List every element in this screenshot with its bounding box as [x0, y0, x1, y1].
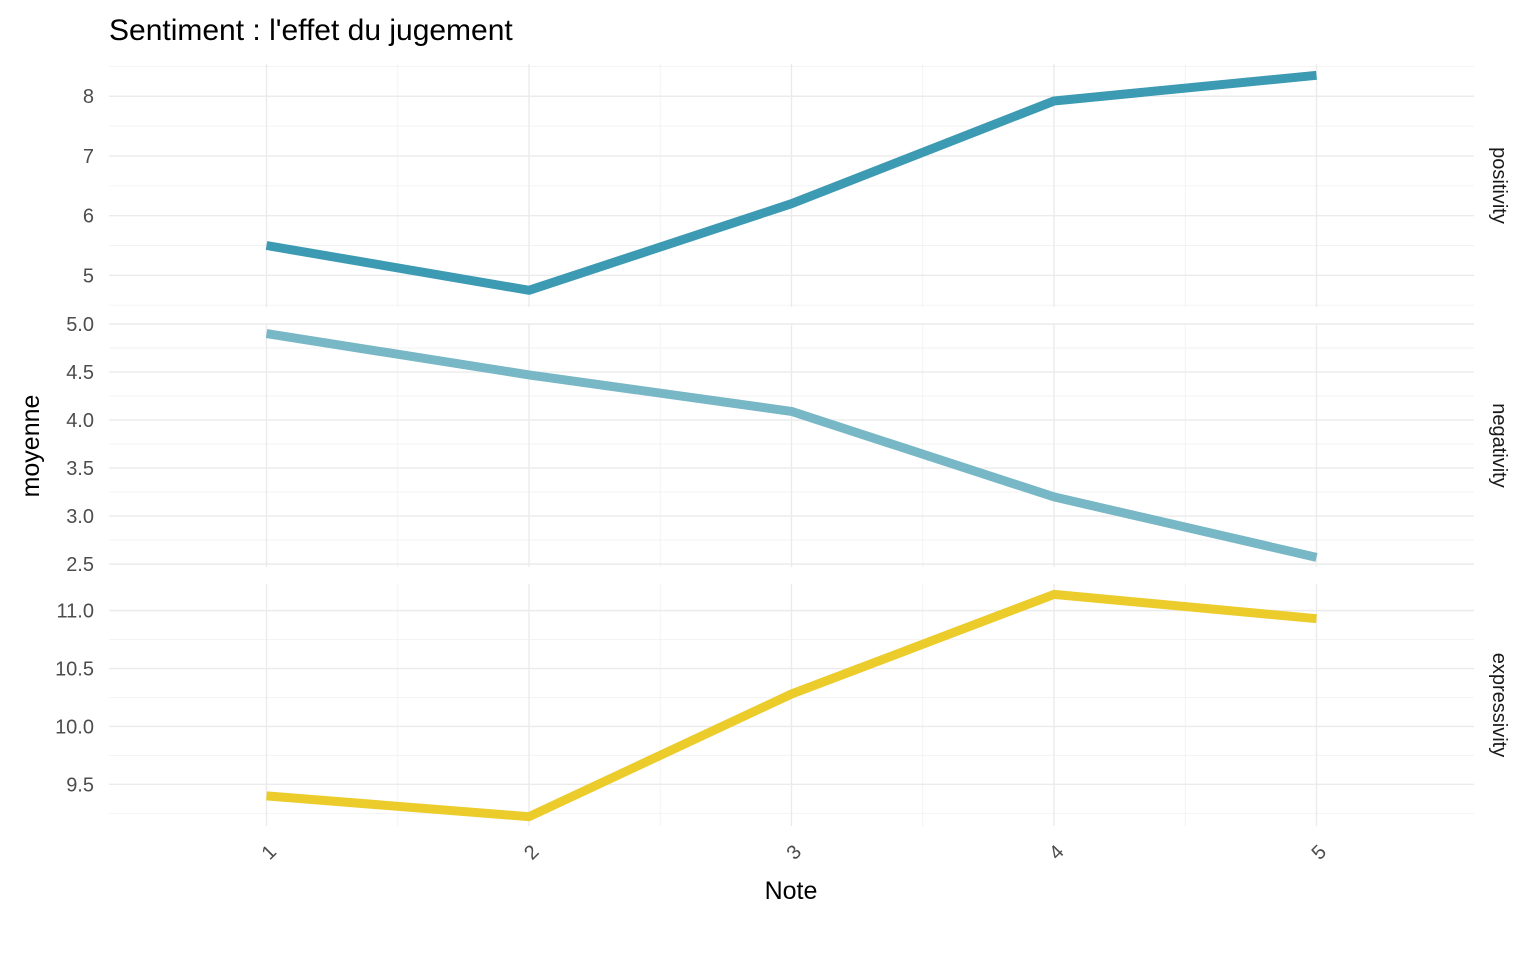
y-tick-label: 6: [83, 206, 94, 228]
x-axis-ticks: 1 2 3 4 5: [258, 841, 1331, 864]
y-tick-label: 10.0: [55, 716, 94, 738]
y-tick-label: 5.0: [66, 314, 94, 336]
chart-title: Sentiment : l'effet du jugement: [109, 14, 513, 47]
y-tick-label: 4.0: [66, 410, 94, 432]
series-line-expressivity: [266, 589, 1317, 822]
x-tick-label: 1: [258, 841, 281, 864]
facet-panel-negativity: 2.5 3.0 3.5 4.0 4.5 5.0 negativity: [66, 314, 1510, 576]
y-axis-title: moyenne: [17, 395, 45, 498]
y-tick-label: 11.0: [57, 601, 94, 623]
x-tick-label: 2: [520, 841, 543, 864]
series-line-positivity: [265, 70, 1317, 295]
y-tick-label: 5: [83, 265, 94, 287]
y-tick-label: 8: [83, 86, 94, 108]
y-tick-label: 4.5: [66, 362, 94, 384]
y-tick-label: 3.5: [66, 458, 94, 480]
strip-label-expressivity: expressivity: [1488, 653, 1510, 757]
facet-panel-expressivity: 9.5 10.0 10.5 11.0 expressivity: [55, 584, 1510, 826]
y-tick-label: 3.0: [66, 506, 94, 528]
y-tick-label: 9.5: [66, 774, 94, 796]
x-tick-label: 5: [1308, 841, 1331, 864]
facet-panel-positivity: 5 6 7 8 positivity: [83, 64, 1510, 307]
x-axis-title: Note: [765, 877, 818, 905]
strip-label-positivity: positivity: [1488, 147, 1510, 224]
facet-panels: 5 6 7 8 positivity 2.5 3.0 3.5 4.0 4.5 5.0 negativi…: [55, 64, 1510, 826]
series-line-negativity: [265, 329, 1318, 562]
y-tick-label: 10.5: [55, 659, 94, 681]
y-tick-label: 2.5: [66, 554, 94, 576]
x-tick-label: 4: [1045, 841, 1068, 864]
y-tick-label: 7: [83, 146, 94, 168]
strip-label-negativity: negativity: [1488, 403, 1510, 488]
x-tick-label: 3: [783, 841, 806, 864]
